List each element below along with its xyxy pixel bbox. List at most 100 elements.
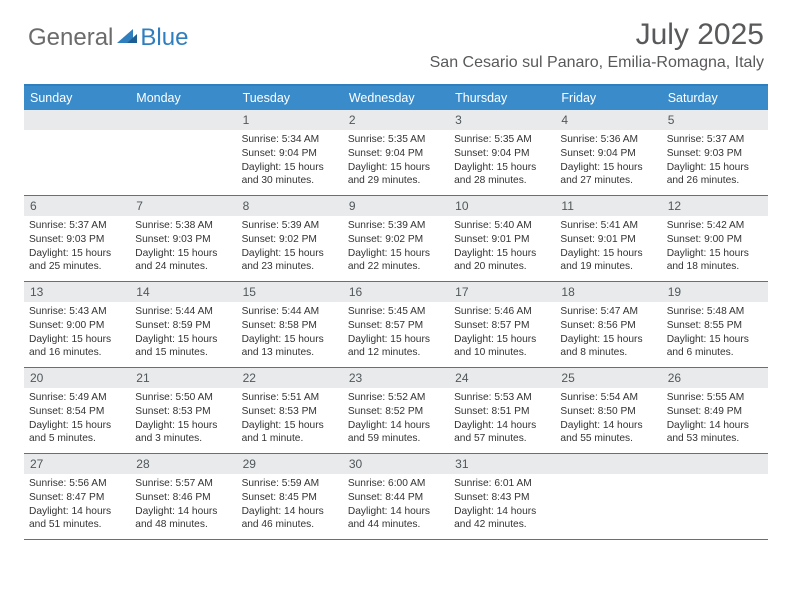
day-info: Sunrise: 5:37 AMSunset: 9:03 PMDaylight:…	[662, 130, 768, 193]
day-info: Sunrise: 5:38 AMSunset: 9:03 PMDaylight:…	[130, 216, 236, 279]
day-cell: 19Sunrise: 5:48 AMSunset: 8:55 PMDayligh…	[662, 282, 768, 367]
week-row: 13Sunrise: 5:43 AMSunset: 9:00 PMDayligh…	[24, 282, 768, 368]
day-cell: 27Sunrise: 5:56 AMSunset: 8:47 PMDayligh…	[24, 454, 130, 539]
day-cell: 31Sunrise: 6:01 AMSunset: 8:43 PMDayligh…	[449, 454, 555, 539]
day-number: 18	[555, 282, 661, 302]
day-info: Sunrise: 5:35 AMSunset: 9:04 PMDaylight:…	[343, 130, 449, 193]
day-info: Sunrise: 5:52 AMSunset: 8:52 PMDaylight:…	[343, 388, 449, 451]
day-number: 9	[343, 196, 449, 216]
day-number: 3	[449, 110, 555, 130]
day-cell: 9Sunrise: 5:39 AMSunset: 9:02 PMDaylight…	[343, 196, 449, 281]
day-cell: 22Sunrise: 5:51 AMSunset: 8:53 PMDayligh…	[237, 368, 343, 453]
day-info: Sunrise: 5:40 AMSunset: 9:01 PMDaylight:…	[449, 216, 555, 279]
day-info: Sunrise: 5:46 AMSunset: 8:57 PMDaylight:…	[449, 302, 555, 365]
day-cell: 3Sunrise: 5:35 AMSunset: 9:04 PMDaylight…	[449, 110, 555, 195]
month-title: July 2025	[430, 18, 764, 52]
day-header: Wednesday	[343, 86, 449, 110]
day-cell: 21Sunrise: 5:50 AMSunset: 8:53 PMDayligh…	[130, 368, 236, 453]
day-number: 26	[662, 368, 768, 388]
day-number: 12	[662, 196, 768, 216]
day-number: 4	[555, 110, 661, 130]
day-cell: 25Sunrise: 5:54 AMSunset: 8:50 PMDayligh…	[555, 368, 661, 453]
day-info: Sunrise: 5:44 AMSunset: 8:58 PMDaylight:…	[237, 302, 343, 365]
day-info: Sunrise: 6:00 AMSunset: 8:44 PMDaylight:…	[343, 474, 449, 537]
day-number: 19	[662, 282, 768, 302]
day-number: 25	[555, 368, 661, 388]
day-number: 10	[449, 196, 555, 216]
day-info: Sunrise: 5:42 AMSunset: 9:00 PMDaylight:…	[662, 216, 768, 279]
day-cell: 1Sunrise: 5:34 AMSunset: 9:04 PMDaylight…	[237, 110, 343, 195]
logo-triangle-icon	[117, 27, 137, 50]
day-number: 15	[237, 282, 343, 302]
day-header: Saturday	[662, 86, 768, 110]
day-number: 1	[237, 110, 343, 130]
day-number: .	[555, 454, 661, 474]
day-info: Sunrise: 5:39 AMSunset: 9:02 PMDaylight:…	[343, 216, 449, 279]
day-number: 24	[449, 368, 555, 388]
day-info: Sunrise: 5:49 AMSunset: 8:54 PMDaylight:…	[24, 388, 130, 451]
day-info: Sunrise: 6:01 AMSunset: 8:43 PMDaylight:…	[449, 474, 555, 537]
day-header-row: Sunday Monday Tuesday Wednesday Thursday…	[24, 86, 768, 110]
day-cell: 24Sunrise: 5:53 AMSunset: 8:51 PMDayligh…	[449, 368, 555, 453]
day-header: Sunday	[24, 86, 130, 110]
calendar: Sunday Monday Tuesday Wednesday Thursday…	[24, 84, 768, 540]
day-info: Sunrise: 5:34 AMSunset: 9:04 PMDaylight:…	[237, 130, 343, 193]
day-number: 22	[237, 368, 343, 388]
day-info: Sunrise: 5:43 AMSunset: 9:00 PMDaylight:…	[24, 302, 130, 365]
day-header: Monday	[130, 86, 236, 110]
day-info: Sunrise: 5:54 AMSunset: 8:50 PMDaylight:…	[555, 388, 661, 451]
day-cell: 28Sunrise: 5:57 AMSunset: 8:46 PMDayligh…	[130, 454, 236, 539]
title-area: July 2025 San Cesario sul Panaro, Emilia…	[430, 18, 764, 72]
location-text: San Cesario sul Panaro, Emilia-Romagna, …	[430, 54, 764, 72]
day-cell: 26Sunrise: 5:55 AMSunset: 8:49 PMDayligh…	[662, 368, 768, 453]
week-row: 6Sunrise: 5:37 AMSunset: 9:03 PMDaylight…	[24, 196, 768, 282]
logo-text-1: General	[28, 24, 113, 52]
day-info: Sunrise: 5:37 AMSunset: 9:03 PMDaylight:…	[24, 216, 130, 279]
day-number: 28	[130, 454, 236, 474]
day-cell: .	[24, 110, 130, 195]
day-number: 2	[343, 110, 449, 130]
day-number: .	[24, 110, 130, 130]
day-cell: 20Sunrise: 5:49 AMSunset: 8:54 PMDayligh…	[24, 368, 130, 453]
day-cell: 13Sunrise: 5:43 AMSunset: 9:00 PMDayligh…	[24, 282, 130, 367]
header: General Blue July 2025 San Cesario sul P…	[0, 0, 792, 76]
week-row: ..1Sunrise: 5:34 AMSunset: 9:04 PMDaylig…	[24, 110, 768, 196]
day-cell: .	[662, 454, 768, 539]
day-header: Thursday	[449, 86, 555, 110]
day-cell: .	[555, 454, 661, 539]
day-number: .	[130, 110, 236, 130]
day-cell: .	[130, 110, 236, 195]
day-cell: 17Sunrise: 5:46 AMSunset: 8:57 PMDayligh…	[449, 282, 555, 367]
day-number: 5	[662, 110, 768, 130]
day-number: 7	[130, 196, 236, 216]
day-cell: 30Sunrise: 6:00 AMSunset: 8:44 PMDayligh…	[343, 454, 449, 539]
day-header: Friday	[555, 86, 661, 110]
logo: General Blue	[28, 24, 188, 52]
day-info: Sunrise: 5:45 AMSunset: 8:57 PMDaylight:…	[343, 302, 449, 365]
day-cell: 16Sunrise: 5:45 AMSunset: 8:57 PMDayligh…	[343, 282, 449, 367]
day-info: Sunrise: 5:55 AMSunset: 8:49 PMDaylight:…	[662, 388, 768, 451]
day-number: 16	[343, 282, 449, 302]
day-cell: 11Sunrise: 5:41 AMSunset: 9:01 PMDayligh…	[555, 196, 661, 281]
day-number: 31	[449, 454, 555, 474]
day-cell: 12Sunrise: 5:42 AMSunset: 9:00 PMDayligh…	[662, 196, 768, 281]
day-number: .	[662, 454, 768, 474]
day-info: Sunrise: 5:57 AMSunset: 8:46 PMDaylight:…	[130, 474, 236, 537]
day-number: 23	[343, 368, 449, 388]
day-header: Tuesday	[237, 86, 343, 110]
day-number: 8	[237, 196, 343, 216]
day-cell: 15Sunrise: 5:44 AMSunset: 8:58 PMDayligh…	[237, 282, 343, 367]
day-cell: 4Sunrise: 5:36 AMSunset: 9:04 PMDaylight…	[555, 110, 661, 195]
day-number: 11	[555, 196, 661, 216]
day-cell: 5Sunrise: 5:37 AMSunset: 9:03 PMDaylight…	[662, 110, 768, 195]
day-number: 14	[130, 282, 236, 302]
day-number: 6	[24, 196, 130, 216]
logo-text-2: Blue	[140, 24, 188, 52]
day-cell: 23Sunrise: 5:52 AMSunset: 8:52 PMDayligh…	[343, 368, 449, 453]
day-info: Sunrise: 5:41 AMSunset: 9:01 PMDaylight:…	[555, 216, 661, 279]
day-info: Sunrise: 5:39 AMSunset: 9:02 PMDaylight:…	[237, 216, 343, 279]
day-cell: 8Sunrise: 5:39 AMSunset: 9:02 PMDaylight…	[237, 196, 343, 281]
day-info: Sunrise: 5:59 AMSunset: 8:45 PMDaylight:…	[237, 474, 343, 537]
day-cell: 29Sunrise: 5:59 AMSunset: 8:45 PMDayligh…	[237, 454, 343, 539]
day-number: 17	[449, 282, 555, 302]
